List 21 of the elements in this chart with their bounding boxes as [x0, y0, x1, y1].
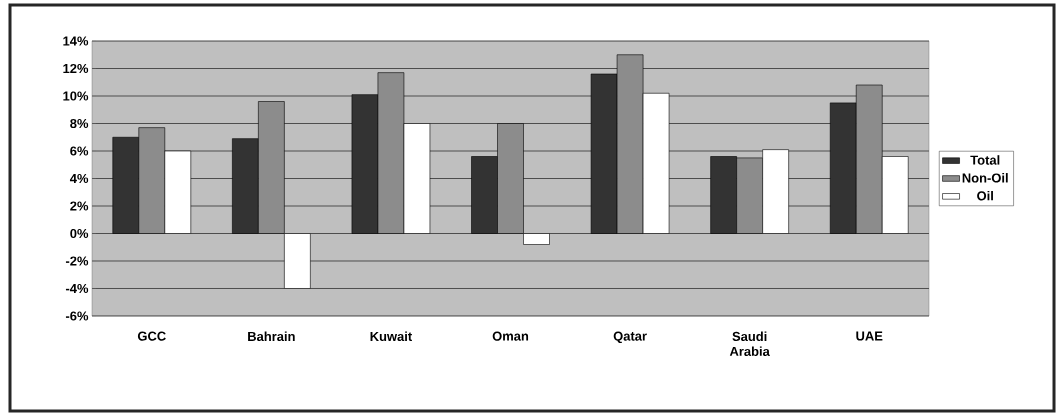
x-tick-label: UAE: [856, 331, 883, 341]
legend-label: Oil: [977, 190, 993, 201]
y-tick-label: 4%: [69, 173, 89, 184]
x-tick-label: Bahrain: [248, 331, 295, 342]
y-tick-label: 0%: [70, 228, 89, 239]
y-tick-label: -4%: [65, 283, 89, 294]
x-tick-label: Kuwait: [370, 331, 412, 342]
y-tick-label: 10%: [63, 91, 89, 101]
x-tick-label: Oman: [492, 331, 529, 341]
x-tick-label: GCC: [137, 331, 166, 341]
legend-label: Non-Oil: [962, 173, 1008, 183]
y-tick-label: 12%: [63, 63, 89, 74]
y-tick-label: 2%: [70, 201, 89, 211]
x-tick-label: Saudi Arabia: [729, 331, 770, 356]
y-tick-label: -2%: [65, 256, 89, 266]
y-tick-label: 14%: [63, 36, 89, 46]
y-tick-label: 6%: [70, 146, 89, 156]
y-tick-label: 8%: [70, 118, 89, 129]
y-tick-label: -6%: [65, 311, 89, 321]
legend-label: Total: [970, 155, 1000, 165]
x-tick-label: Qatar: [613, 331, 647, 344]
